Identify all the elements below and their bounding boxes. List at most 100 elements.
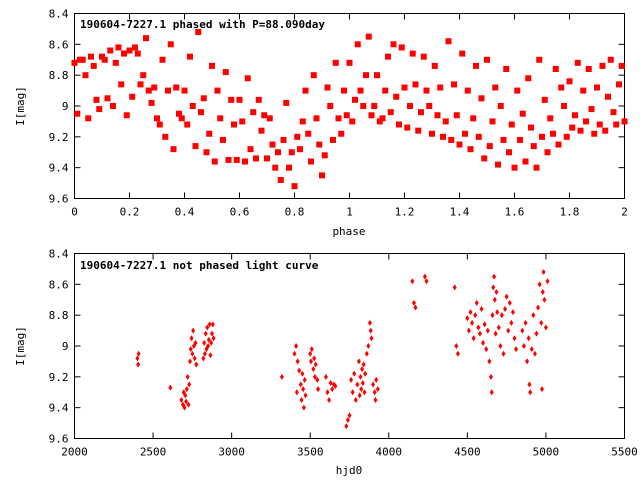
data-point <box>369 335 374 342</box>
data-point <box>504 293 509 300</box>
data-point <box>610 109 617 116</box>
data-point <box>209 339 214 346</box>
data-point <box>355 381 360 388</box>
data-point <box>368 327 373 334</box>
data-point <box>295 358 300 365</box>
data-point <box>588 106 595 113</box>
data-point <box>415 127 422 134</box>
data-point <box>390 41 397 48</box>
y-tick-label: 8.8 <box>49 69 69 82</box>
data-point <box>448 136 455 143</box>
data-point <box>467 146 474 153</box>
data-point <box>201 355 206 362</box>
data-point <box>585 66 592 72</box>
data-point <box>484 346 489 353</box>
data-point <box>506 327 511 334</box>
data-point <box>519 110 526 117</box>
data-point <box>360 103 367 109</box>
data-point <box>525 75 532 82</box>
data-point <box>476 324 481 331</box>
data-point <box>323 373 328 380</box>
data-point <box>294 389 299 396</box>
x-tick-label: 3500 <box>297 446 324 459</box>
data-point <box>566 78 573 85</box>
data-point <box>485 327 490 334</box>
data-point <box>325 389 330 396</box>
data-point <box>192 143 199 150</box>
data-point <box>330 386 335 393</box>
data-point <box>82 72 89 79</box>
data-point <box>547 115 554 122</box>
data-point <box>371 381 376 388</box>
x-tick-label: 1.2 <box>395 206 415 219</box>
data-point <box>275 149 281 156</box>
data-point <box>316 141 323 148</box>
data-point <box>279 373 284 380</box>
x-tick-label: 3000 <box>218 446 245 459</box>
data-point <box>521 343 526 349</box>
data-point <box>512 335 517 342</box>
data-point <box>288 149 295 156</box>
data-point <box>352 370 357 377</box>
data-point <box>532 350 537 357</box>
axis-ticks: 0 0.2 0.4 0.6 0.8 1 1.2 1.4 1.6 1.8 2 8.4 8.6 8.8 9 9.2… <box>49 8 628 219</box>
data-point <box>607 56 614 63</box>
data-point <box>508 121 515 128</box>
data-point <box>305 130 312 137</box>
data-point <box>509 319 514 326</box>
data-point <box>327 103 334 109</box>
data-point <box>462 130 468 137</box>
data-point <box>168 384 173 391</box>
data-point <box>489 389 494 396</box>
data-point <box>418 109 424 116</box>
data-point <box>214 87 221 94</box>
data-point <box>181 87 188 94</box>
data-point <box>198 109 204 116</box>
data-point <box>187 381 192 388</box>
data-point <box>302 87 309 94</box>
data-point <box>344 423 349 430</box>
data-point <box>539 133 545 140</box>
data-point <box>156 121 163 128</box>
x-tick-label: 1.6 <box>505 206 525 219</box>
data-point <box>183 392 188 399</box>
data-point <box>543 324 548 331</box>
data-point <box>404 124 411 131</box>
data-point <box>132 44 138 51</box>
data-point <box>500 136 507 143</box>
data-point <box>115 44 122 51</box>
data-point <box>429 130 435 137</box>
data-point <box>189 103 196 109</box>
data-point <box>437 84 444 91</box>
data-point <box>366 343 371 349</box>
y-tick-label: 9 <box>62 340 69 353</box>
data-point <box>451 81 457 88</box>
data-point <box>143 35 149 42</box>
data-point <box>210 330 214 337</box>
data-point <box>207 321 212 328</box>
data-point <box>88 53 94 60</box>
y-tick-label: 9.6 <box>49 433 69 446</box>
data-point <box>162 133 169 140</box>
data-point <box>550 130 556 137</box>
data-point <box>454 343 459 349</box>
data-point <box>349 376 354 383</box>
data-point <box>371 103 378 109</box>
data-point <box>363 72 369 79</box>
data-point <box>203 149 210 156</box>
data-point <box>497 103 504 109</box>
data-point <box>362 389 367 396</box>
data-point <box>210 321 215 328</box>
data-point <box>602 127 609 134</box>
data-point <box>96 106 103 113</box>
data-point <box>357 87 364 94</box>
data-point <box>410 278 415 285</box>
data-point <box>129 93 136 100</box>
data-point <box>379 115 386 122</box>
data-point <box>468 309 473 316</box>
data-point <box>301 386 306 393</box>
data-point <box>310 72 317 79</box>
data-point <box>187 53 193 60</box>
data-point <box>327 396 332 403</box>
